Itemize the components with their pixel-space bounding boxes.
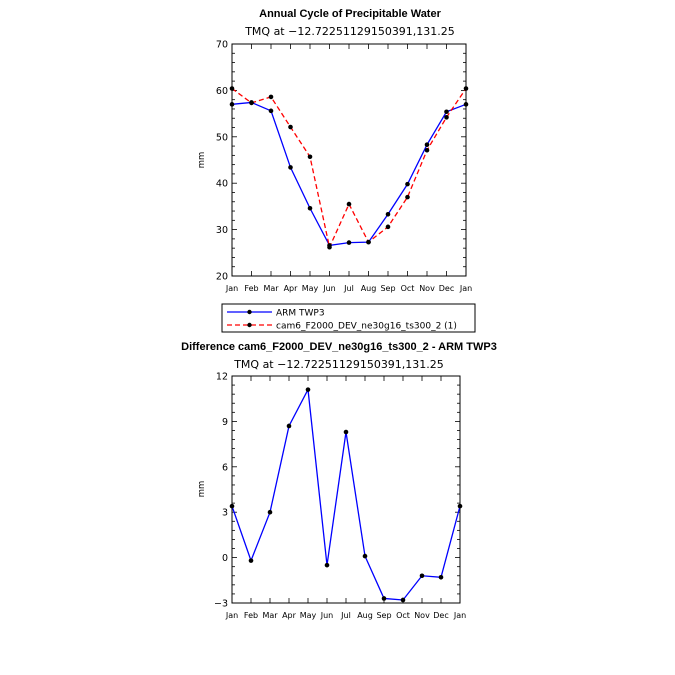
bottom-series-0-point	[248, 558, 254, 563]
top-series-0-point	[385, 211, 391, 217]
legend-label-cam6: cam6_F2000_DEV_ne30g16_ts300_2 (1)	[276, 322, 457, 332]
bottom-series-0-point	[324, 562, 330, 568]
bottom-series-0-point	[419, 573, 425, 579]
top-series-1-point	[249, 100, 254, 106]
top-series-1-point	[385, 224, 391, 230]
top-series-1-point	[268, 94, 274, 100]
top-xtick-label: Feb	[244, 284, 258, 293]
top-chart-series	[229, 86, 469, 250]
bottom-series-0-point	[438, 574, 444, 580]
top-xtick-label: Nov	[419, 284, 435, 293]
top-series-1-point	[346, 201, 352, 207]
bottom-chart: Difference cam6_F2000_DEV_ne30g16_ts300_…	[181, 341, 497, 620]
bottom-xtick-label: Nov	[414, 611, 430, 620]
top-series-0-point	[463, 102, 469, 107]
bottom-plot-frame	[231, 375, 461, 604]
top-series-0-point	[307, 205, 313, 211]
top-ytick-label: 60	[216, 86, 228, 97]
top-series-line-0	[231, 101, 467, 247]
bottom-ytick-label: 6	[222, 462, 228, 473]
top-xtick-label: Mar	[263, 284, 279, 293]
top-xtick-label: Jan	[459, 284, 472, 293]
bottom-series-0-point	[343, 429, 349, 435]
top-series-1-point	[463, 86, 469, 91]
bottom-xtick-label: Jan	[453, 611, 466, 620]
bottom-xtick-label: Jan	[225, 611, 238, 620]
top-xtick-label: Apr	[284, 284, 299, 293]
bottom-xtick-label: May	[300, 611, 317, 620]
top-xtick-label: Oct	[401, 284, 415, 293]
top-ytick-label: 20	[216, 272, 228, 283]
legend-marker-cam6	[247, 322, 252, 328]
bottom-ytick-label: −3	[214, 599, 228, 610]
bottom-xtick-label: Oct	[396, 611, 410, 620]
top-ytick-label: 30	[216, 225, 228, 236]
bottom-xtick-label: Sep	[376, 611, 391, 620]
bottom-chart-axes: −3 0 3 6 9 12 Jan Feb Mar Apr May Jun Jul Aug Sep Oct No…	[214, 372, 466, 621]
bottom-series-0-point	[381, 596, 387, 601]
legend-box	[221, 303, 476, 333]
bottom-series-line-0	[231, 387, 461, 601]
top-series-1-point	[424, 147, 430, 153]
top-series-0-point	[288, 165, 293, 170]
top-chart-axes: 20 30 40 50 60 70 Jan Feb Mar Apr May Jun Jul Aug Sep O…	[216, 40, 472, 294]
bottom-xtick-label: Jun	[320, 611, 334, 620]
top-series-0-point	[424, 142, 430, 147]
bottom-series-0-point	[229, 503, 235, 509]
top-series-1-point	[307, 154, 313, 160]
legend-marker-arm	[247, 309, 252, 315]
top-series-0-point	[268, 108, 274, 114]
top-series-1-point	[229, 86, 235, 91]
top-series-1-point	[327, 244, 332, 250]
top-chart-title: Annual Cycle of Precipitable Water	[259, 8, 441, 20]
top-xtick-label: May	[302, 284, 319, 293]
bottom-xtick-label: Jul	[340, 611, 351, 620]
top-chart: Annual Cycle of Precipitable Water TMQ a…	[197, 8, 472, 293]
top-xtick-label: Aug	[361, 284, 377, 293]
top-series-0-point	[346, 240, 352, 245]
top-series-1-point	[444, 115, 449, 120]
top-xtick-label: Jun	[322, 284, 336, 293]
bottom-chart-series	[229, 387, 463, 603]
bottom-xtick-label: Mar	[262, 611, 278, 620]
bottom-chart-ylabel: mm	[197, 481, 207, 498]
top-xtick-label: Dec	[439, 284, 454, 293]
bottom-chart-title: Difference cam6_F2000_DEV_ne30g16_ts300_…	[181, 341, 497, 353]
bottom-xtick-label: Aug	[357, 611, 373, 620]
bottom-xtick-label: Dec	[433, 611, 448, 620]
top-series-0-point	[444, 109, 449, 115]
bottom-chart-subtitle: TMQ at −12.72251129150391,131.25	[233, 358, 444, 371]
legend: ARM TWP3 cam6_F2000_DEV_ne30g16_ts300_2 …	[221, 303, 476, 333]
top-ytick-label: 40	[216, 179, 228, 190]
bottom-series-0-point	[305, 387, 311, 392]
top-series-1-point	[366, 239, 371, 245]
bottom-series-0-point	[400, 597, 406, 603]
top-ytick-label: 50	[216, 132, 228, 143]
top-ytick-label: 70	[216, 40, 228, 51]
bottom-xtick-label: Apr	[282, 611, 297, 620]
bottom-xtick-label: Feb	[244, 611, 258, 620]
top-xtick-label: Jan	[225, 284, 238, 293]
bottom-ytick-label: 12	[216, 372, 228, 383]
top-series-0-point	[405, 181, 410, 187]
top-series-line-1	[231, 88, 467, 250]
legend-label-arm: ARM TWP3	[276, 309, 325, 319]
bottom-ytick-label: 3	[222, 508, 228, 519]
top-series-1-point	[288, 124, 293, 130]
top-chart-subtitle: TMQ at −12.72251129150391,131.25	[244, 25, 455, 38]
top-series-1-point	[405, 194, 410, 200]
top-series-0-point	[229, 102, 235, 107]
bottom-ytick-label: 9	[222, 417, 228, 428]
top-xtick-label: Jul	[343, 284, 354, 293]
bottom-series-0-point	[362, 553, 368, 559]
bottom-ytick-label: 0	[222, 553, 228, 564]
bottom-series-0-point	[286, 423, 292, 429]
bottom-series-0-point	[457, 503, 463, 509]
top-chart-ylabel: mm	[197, 152, 207, 169]
top-xtick-label: Sep	[380, 284, 395, 293]
bottom-series-0-point	[267, 509, 273, 515]
